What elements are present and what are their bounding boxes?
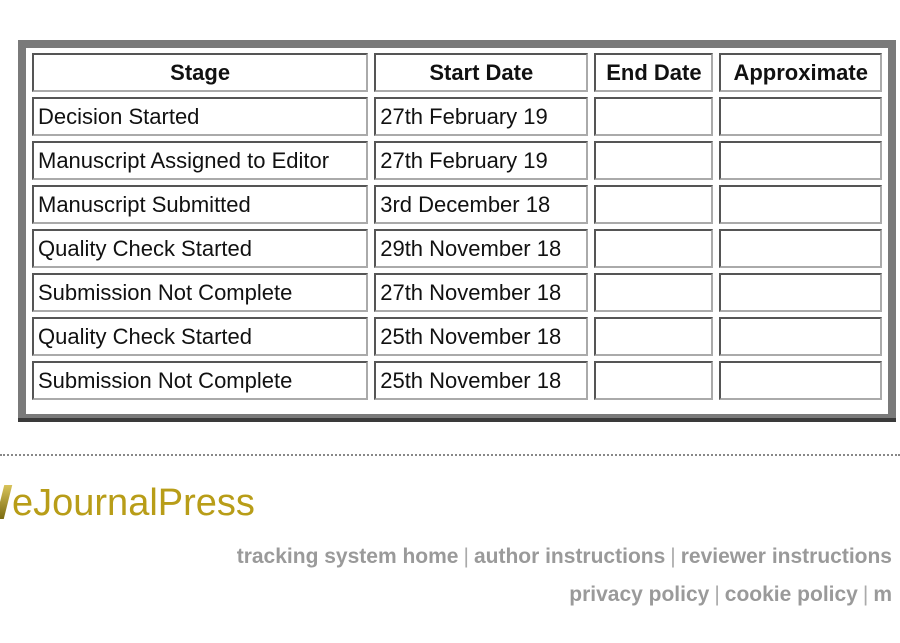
- link-privacy-policy[interactable]: privacy policy: [569, 583, 710, 606]
- link-cookie-policy[interactable]: cookie policy: [724, 583, 858, 606]
- separator: |: [463, 545, 469, 568]
- header-start-date: Start Date: [374, 53, 589, 92]
- table-row: Submission Not Complete 25th November 18: [32, 361, 882, 400]
- approximate-cell: [719, 185, 882, 224]
- ejournalpress-logo[interactable]: eJournalPress: [0, 482, 255, 525]
- footer-links-row1: tracking system home | author instructions…: [237, 545, 892, 569]
- separator: |: [670, 545, 676, 568]
- logo-text: eJournalPress: [12, 482, 255, 524]
- end-date-cell: [594, 141, 714, 180]
- approximate-cell: [719, 273, 882, 312]
- end-date-cell: [594, 185, 714, 224]
- stage-table-frame: Stage Start Date End Date Approximate De…: [18, 40, 896, 422]
- stage-cell: Manuscript Submitted: [32, 185, 369, 224]
- link-author-instructions[interactable]: author instructions: [473, 545, 666, 568]
- header-end-date: End Date: [594, 53, 714, 92]
- start-date-cell: 29th November 18: [374, 229, 589, 268]
- approximate-cell: [719, 317, 882, 356]
- approximate-cell: [719, 361, 882, 400]
- footer-divider: [0, 454, 900, 456]
- logo-mark-icon: [0, 485, 13, 519]
- link-reviewer-instructions[interactable]: reviewer instructions: [680, 545, 892, 568]
- header-stage: Stage: [32, 53, 369, 92]
- header-approximate: Approximate: [719, 53, 882, 92]
- start-date-cell: 3rd December 18: [374, 185, 589, 224]
- stage-cell: Manuscript Assigned to Editor: [32, 141, 369, 180]
- stage-table: Stage Start Date End Date Approximate De…: [26, 48, 888, 405]
- table-row: Decision Started 27th February 19: [32, 97, 882, 136]
- end-date-cell: [594, 361, 714, 400]
- table-row: Quality Check Started 29th November 18: [32, 229, 882, 268]
- start-date-cell: 25th November 18: [374, 361, 589, 400]
- stage-cell: Quality Check Started: [32, 229, 369, 268]
- stage-cell: Submission Not Complete: [32, 361, 369, 400]
- link-tracking-system-home[interactable]: tracking system home: [236, 545, 459, 568]
- start-date-cell: 25th November 18: [374, 317, 589, 356]
- end-date-cell: [594, 97, 714, 136]
- separator: |: [862, 583, 869, 606]
- table-header-row: Stage Start Date End Date Approximate: [32, 53, 882, 92]
- start-date-cell: 27th February 19: [374, 141, 589, 180]
- end-date-cell: [594, 317, 714, 356]
- stage-cell: Decision Started: [32, 97, 369, 136]
- table-row: Quality Check Started 25th November 18: [32, 317, 882, 356]
- end-date-cell: [594, 229, 714, 268]
- approximate-cell: [719, 97, 882, 136]
- footer-links-row2: privacy policy | cookie policy | m: [569, 583, 892, 607]
- link-more[interactable]: m: [873, 583, 892, 606]
- table-row: Manuscript Submitted 3rd December 18: [32, 185, 882, 224]
- table-row: Submission Not Complete 27th November 18: [32, 273, 882, 312]
- start-date-cell: 27th February 19: [374, 97, 589, 136]
- stage-cell: Quality Check Started: [32, 317, 369, 356]
- separator: |: [714, 583, 720, 606]
- end-date-cell: [594, 273, 714, 312]
- approximate-cell: [719, 141, 882, 180]
- approximate-cell: [719, 229, 882, 268]
- table-row: Manuscript Assigned to Editor 27th Februa…: [32, 141, 882, 180]
- stage-cell: Submission Not Complete: [32, 273, 369, 312]
- start-date-cell: 27th November 18: [374, 273, 589, 312]
